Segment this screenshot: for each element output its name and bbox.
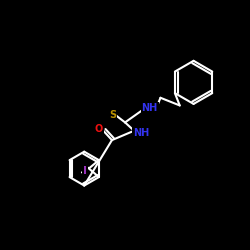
Text: NH: NH	[142, 103, 158, 113]
Text: NH: NH	[133, 128, 149, 138]
Text: O: O	[95, 124, 103, 134]
Text: S: S	[109, 110, 116, 120]
Text: I: I	[83, 166, 87, 176]
